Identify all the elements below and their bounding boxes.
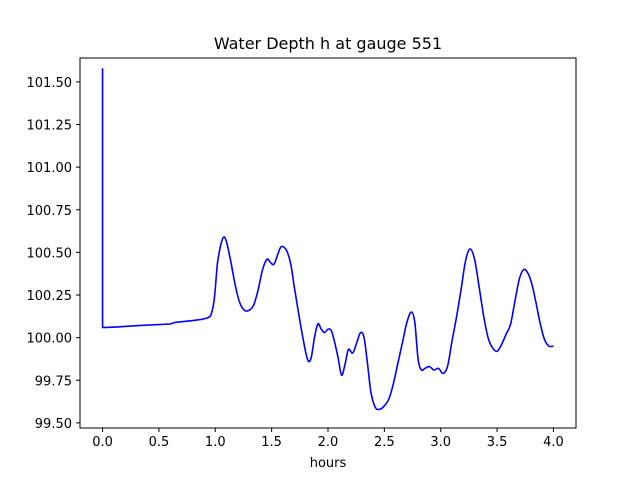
x-tick-label: 1.5 bbox=[261, 435, 282, 450]
y-tick-label: 100.75 bbox=[27, 204, 73, 219]
x-axis-label: hours bbox=[310, 456, 347, 471]
y-tick-label: 100.50 bbox=[27, 246, 73, 261]
plot-area bbox=[80, 58, 576, 428]
y-tick-label: 99.50 bbox=[35, 417, 72, 432]
x-tick-label: 2.5 bbox=[374, 435, 395, 450]
x-tick-label: 3.0 bbox=[430, 435, 451, 450]
y-tick-label: 100.00 bbox=[27, 332, 73, 347]
y-tick-label: 101.00 bbox=[27, 161, 73, 176]
y-tick-label: 99.75 bbox=[35, 374, 72, 389]
chart-title: Water Depth h at gauge 551 bbox=[214, 34, 442, 53]
y-tick-label: 100.25 bbox=[27, 289, 73, 304]
y-tick-label: 101.25 bbox=[27, 118, 73, 133]
x-tick-label: 2.0 bbox=[318, 435, 339, 450]
data-layer bbox=[101, 68, 554, 411]
x-tick-label: 0.0 bbox=[92, 435, 113, 450]
y-tick-label: 101.50 bbox=[27, 76, 73, 91]
series-line bbox=[101, 68, 554, 411]
x-tick-label: 4.0 bbox=[543, 435, 564, 450]
plot-frame bbox=[79, 57, 577, 429]
axes-layer: 0.0 0.5 1.0 1.5 2.0 2.5 3.0 3.5 4.0 99.50 99.75 100… bbox=[27, 76, 564, 450]
x-tick-label: 1.0 bbox=[205, 435, 226, 450]
x-tick-label: 0.5 bbox=[149, 435, 170, 450]
x-tick-label: 3.5 bbox=[487, 435, 508, 450]
